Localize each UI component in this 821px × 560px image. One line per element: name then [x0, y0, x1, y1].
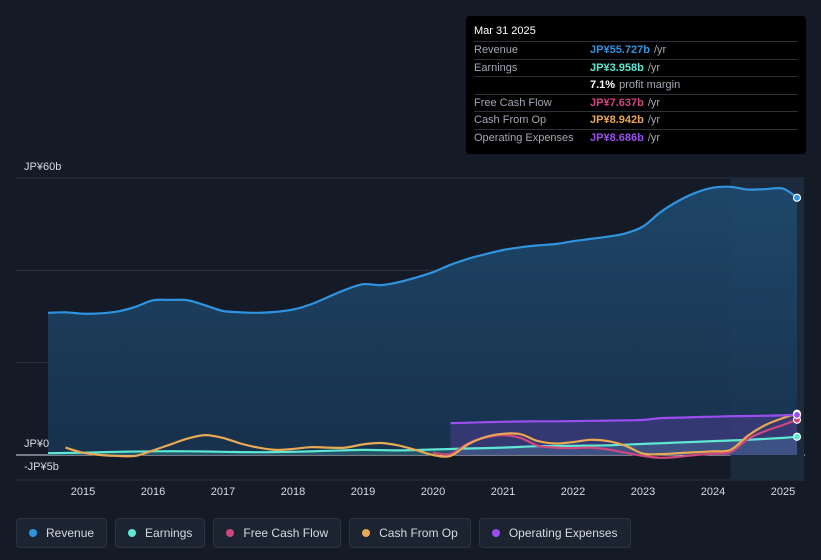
tooltip-row-label: Free Cash Flow: [474, 96, 552, 109]
x-tick-label: 2023: [631, 486, 655, 498]
x-tick-label: 2024: [701, 486, 725, 498]
tooltip-row-label: Revenue: [474, 44, 519, 56]
legend: Revenue Earnings Free Cash Flow Cash Fro…: [16, 518, 631, 548]
x-tick-label: 2022: [561, 486, 585, 498]
legend-item-operating-expenses[interactable]: Operating Expenses: [478, 518, 631, 548]
operating-expenses-end-point: [792, 410, 802, 419]
tooltip-row-unit: profit margin: [619, 79, 681, 91]
legend-item-cash-from-op[interactable]: Cash From Op: [349, 518, 471, 548]
revenue-dot-icon: [29, 529, 37, 537]
legend-item-earnings[interactable]: Earnings: [115, 518, 206, 548]
earnings-end-point: [792, 432, 802, 441]
cash-from-op-line: [65, 412, 798, 458]
tooltip-row-unit: /yr: [647, 61, 661, 74]
tooltip-row: Free Cash Flow JP¥7.637b/yr: [474, 95, 798, 112]
tooltip-row-unit: /yr: [647, 114, 661, 126]
tooltip-row-unit: /yr: [653, 44, 667, 56]
legend-label: Free Cash Flow: [243, 526, 329, 540]
x-tick-label: 2020: [421, 486, 445, 498]
x-tick-label: 2018: [281, 486, 305, 498]
x-tick-label: 2025: [771, 486, 795, 498]
tooltip-row-value: JP¥3.958b: [590, 61, 644, 74]
tooltip-row: Cash From Op JP¥8.942b/yr: [474, 112, 798, 130]
tooltip-date: Mar 31 2025: [474, 23, 798, 42]
earnings-dot-icon: [128, 529, 137, 537]
tooltip-row-value: JP¥7.637b: [590, 96, 644, 109]
revenue-end-point: [792, 193, 802, 202]
legend-item-revenue[interactable]: Revenue: [16, 518, 108, 548]
tooltip-row-value: 7.1%: [590, 79, 616, 91]
tooltip-row: 7.1% profit margin: [474, 77, 798, 95]
legend-label: Revenue: [46, 526, 95, 540]
tooltip-row-value: JP¥8.942b: [590, 114, 644, 126]
tooltip-row-value: JP¥8.686b: [590, 131, 644, 144]
tooltip-row-value: JP¥55.727b: [590, 44, 650, 56]
revenue-line: [47, 185, 798, 315]
cash-from-op-dot-icon: [362, 529, 371, 537]
legend-item-free-cash-flow[interactable]: Free Cash Flow: [213, 518, 342, 548]
tooltip-row: Revenue JP¥55.727b/yr: [474, 42, 798, 60]
tooltip-row-unit: /yr: [647, 96, 661, 109]
tooltip-row-label: Cash From Op: [474, 114, 547, 126]
free-cash-flow-dot-icon: [226, 529, 235, 537]
legend-label: Earnings: [145, 526, 193, 540]
earnings-line: [47, 435, 798, 455]
legend-label: Cash From Op: [379, 526, 458, 540]
y-axis-bottom-label: -JP¥5b: [24, 461, 59, 473]
operating-expenses-line: [450, 413, 798, 425]
x-tick-label: 2016: [141, 486, 165, 498]
operating-expenses-dot-icon: [491, 529, 500, 537]
y-axis-zero-label: JP¥0: [24, 438, 49, 450]
legend-label: Operating Expenses: [508, 526, 618, 540]
tooltip-row-label: [474, 77, 590, 94]
financial-chart: JP¥60b JP¥0 -JP¥5b 2015 2016 2017 2018 2019 2…: [16, 161, 805, 498]
revenue-area: [48, 186, 797, 455]
x-tick-label: 2019: [351, 486, 375, 498]
x-tick-label: 2015: [71, 486, 95, 498]
tooltip-panel: Mar 31 2025 Revenue JP¥55.727b/yr Earnings…: [466, 16, 806, 154]
tooltip-row-label: Earnings: [474, 61, 518, 74]
tooltip-row: Operating Expenses JP¥8.686b/yr: [474, 130, 798, 147]
tooltip-row-unit: /yr: [647, 131, 661, 144]
tooltip-row-label: Operating Expenses: [474, 131, 574, 144]
x-tick-label: 2021: [491, 486, 515, 498]
tooltip-row: Earnings JP¥3.958b/yr: [474, 60, 798, 77]
y-axis-top-label: JP¥60b: [24, 161, 61, 173]
x-tick-label: 2017: [211, 486, 235, 498]
